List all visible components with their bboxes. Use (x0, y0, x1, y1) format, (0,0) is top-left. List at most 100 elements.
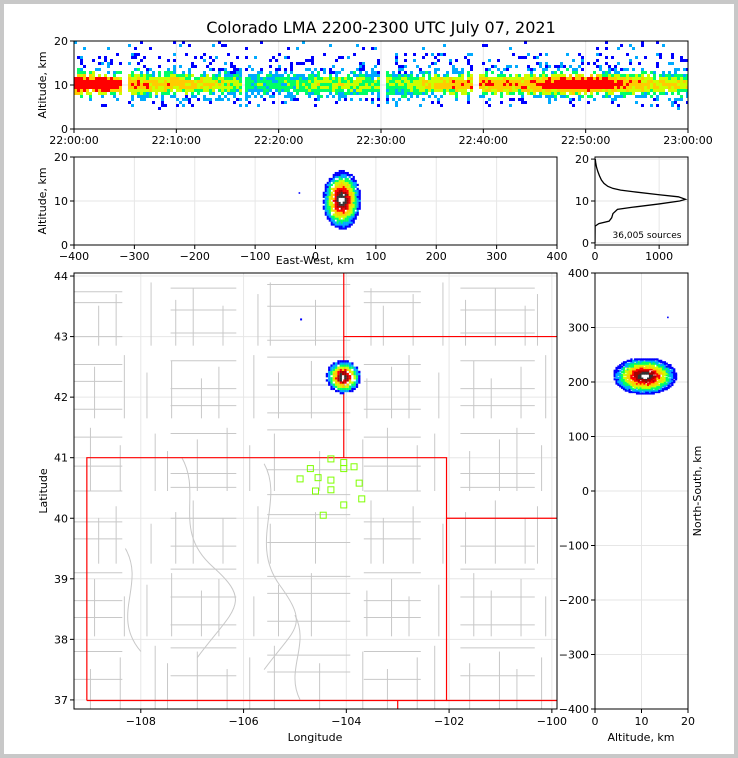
ns-density-cell (626, 386, 629, 389)
time-height-cell (500, 77, 503, 80)
time-height-cell (623, 77, 626, 80)
time-height-cell (650, 104, 653, 107)
ns-density-cell (615, 369, 618, 372)
ns-density-cell (622, 371, 626, 374)
time-height-cell (440, 80, 443, 83)
time-height-cell (560, 71, 563, 74)
ns-density-cell (654, 361, 657, 364)
time-height-cell (521, 77, 524, 80)
ew-density-cell (340, 171, 343, 175)
ew-density-cell (336, 203, 339, 206)
ns-density-cell (643, 385, 646, 388)
ns-density-cell (622, 376, 626, 379)
ew-density-cell (336, 217, 339, 220)
ns-density-cell (669, 369, 672, 372)
time-height-cell (251, 80, 254, 83)
time-height-cell (209, 83, 212, 86)
time-height-cell (137, 77, 140, 80)
time-height-cell (509, 77, 512, 80)
ns-density-cell (647, 358, 650, 361)
time-height-cell (296, 80, 299, 83)
ew-density-cell (342, 191, 345, 194)
time-height-cell (218, 89, 221, 92)
time-height-cell (545, 86, 548, 89)
time-height-cell (395, 56, 398, 59)
plan-view-density-cell (325, 372, 329, 376)
ns-density-cell (634, 362, 637, 365)
time-height-cell (491, 86, 494, 89)
ew-density-cell (356, 193, 359, 196)
plan-view-density-cell (351, 381, 354, 384)
time-height-cell (485, 83, 488, 86)
time-height-cell (134, 74, 137, 77)
ew-density-cell (328, 187, 331, 190)
time-height-cell (596, 47, 599, 50)
plan-view-density-cell (348, 377, 352, 380)
time-height-cell (650, 80, 653, 83)
time-height-cell (146, 68, 149, 71)
time-height-cell (452, 89, 455, 92)
ew-density-cell (352, 185, 355, 189)
ew-density-cell (338, 175, 341, 179)
time-height-cell (437, 80, 440, 83)
ew-density-cell (356, 187, 359, 190)
time-height-cell (329, 44, 332, 47)
time-height-cell (611, 86, 614, 89)
time-height-cell (458, 71, 461, 74)
ew-density-cell (348, 225, 351, 228)
time-height-cell (224, 44, 227, 47)
ns-density-cell (663, 385, 667, 388)
time-height-cell (551, 86, 554, 89)
time-height-cell (617, 95, 620, 98)
time-height-cell (119, 92, 122, 95)
time-height-cell (284, 56, 287, 59)
time-height-cell (512, 53, 515, 56)
ns-density-cell (639, 359, 642, 362)
ew-density-cell (346, 211, 349, 214)
ns-density-cell (663, 376, 667, 379)
ew-density-cell (324, 207, 327, 210)
ew-density-cell (334, 209, 337, 212)
ew-density-cell (328, 189, 331, 192)
time-height-cell (203, 53, 206, 56)
time-height-cell (305, 80, 308, 83)
time-height-cell (362, 86, 365, 89)
time-height-cell (485, 44, 488, 47)
time-height-cell (146, 80, 149, 83)
time-height-cell (629, 74, 632, 77)
time-height-cell (197, 83, 200, 86)
time-height-cell (521, 86, 524, 89)
time-height-cell (149, 86, 152, 89)
time-height-cell (401, 86, 404, 89)
time-height-cell (107, 83, 110, 86)
time-height-cell (482, 92, 485, 95)
ns-density-cell (667, 381, 670, 384)
ns-density-cell (669, 382, 672, 385)
time-height-cell (128, 44, 131, 47)
time-height-cell (533, 80, 536, 83)
time-height-cell (365, 89, 368, 92)
ew-density-cell (344, 225, 347, 228)
time-height-cell (185, 86, 188, 89)
ns-density-cell (661, 389, 665, 392)
time-height-cell (593, 80, 596, 83)
time-height-cell (677, 104, 680, 107)
ns-density-cell (671, 368, 674, 371)
time-height-cell (680, 83, 683, 86)
ew-density-cell (330, 203, 333, 206)
time-height-cell (143, 83, 146, 86)
time-height-cell (359, 68, 362, 71)
time-height-cell (392, 92, 395, 95)
plan-view-density-cell (351, 383, 354, 386)
time-height-cell (602, 86, 605, 89)
ew-density-cell (332, 213, 335, 216)
plan-view-density-cell (351, 389, 354, 393)
ns-density-cell (643, 368, 646, 371)
time-height-cell (368, 74, 371, 77)
time-height-cell (533, 83, 536, 86)
ns-density-cell (661, 375, 665, 378)
time-height-cell (614, 74, 617, 77)
time-height-cell (431, 86, 434, 89)
ns-density-cell (617, 371, 620, 374)
